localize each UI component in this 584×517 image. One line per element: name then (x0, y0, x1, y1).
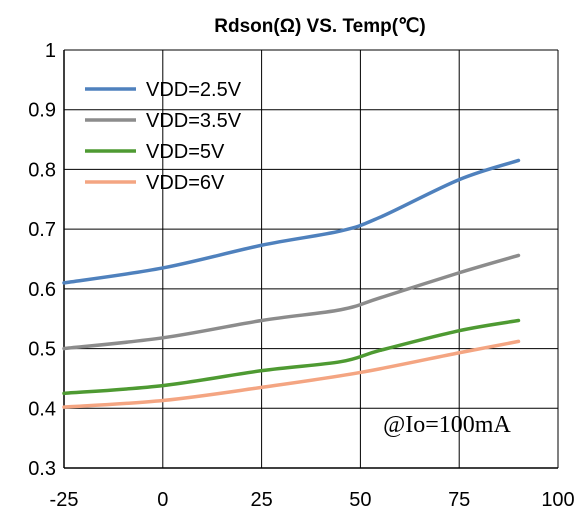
legend-label-3: VDD=5V (146, 141, 225, 163)
y-tick-label: 0.3 (28, 458, 56, 480)
legend-label-2: VDD=3.5V (146, 110, 242, 132)
series-line-1 (62, 158, 521, 285)
condition-annotation: @Io=100mA (383, 412, 511, 438)
y-tick-label: 0.6 (28, 279, 56, 301)
y-tick-label: 0.9 (28, 100, 56, 122)
x-tick-label: 25 (250, 489, 272, 511)
tick-labels: 0.3 0.4 0.5 0.6 0.7 0.8 0.9 1 -25 0 25 50 75 100 (28, 40, 575, 511)
legend-label-4: VDD=6V (146, 172, 225, 194)
series-line-4 (62, 339, 521, 409)
y-tick-label: 1 (45, 40, 56, 62)
y-tick-label: 0.7 (28, 219, 56, 241)
x-tick-label: 75 (448, 489, 470, 511)
series-line-3 (62, 318, 521, 396)
x-tick-label: -25 (50, 489, 79, 511)
y-tick-label: 0.5 (28, 339, 56, 361)
x-tick-label: 0 (157, 489, 168, 511)
y-tick-label: 0.4 (28, 398, 56, 420)
x-tick-label: 100 (541, 489, 574, 511)
legend: VDD=2.5V VDD=3.5V VDD=5V VDD=6V (85, 79, 242, 194)
y-tick-label: 0.8 (28, 159, 56, 181)
series-lines (62, 158, 521, 409)
x-tick-label: 50 (349, 489, 371, 511)
series-line-2 (62, 253, 521, 351)
grid (63, 49, 559, 469)
chart-title: Rdson(Ω) VS. Temp(℃) (214, 16, 425, 37)
legend-label-1: VDD=2.5V (146, 79, 242, 101)
